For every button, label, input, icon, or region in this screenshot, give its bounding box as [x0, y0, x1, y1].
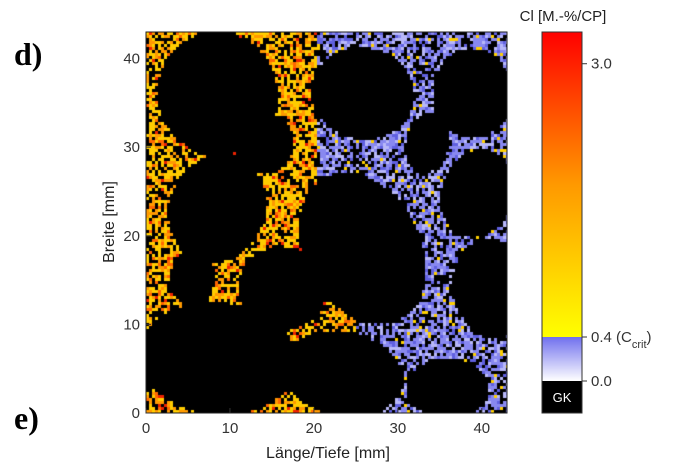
x-tick-label: 30	[390, 420, 407, 437]
y-tick-label: 0	[132, 405, 140, 422]
x-axis: 0 10 20 30 40	[142, 408, 490, 437]
colorbar-tick-label: 0.0	[591, 373, 612, 390]
x-tick-label: 40	[473, 420, 490, 437]
colorbar-tick-label: 3.0	[591, 56, 612, 73]
x-tick-label: 0	[142, 420, 150, 437]
heatmap-raster	[146, 32, 507, 413]
x-axis-label: Länge/Tiefe [mm]	[266, 445, 390, 462]
colorbar-aggregate-segment	[542, 381, 582, 413]
colorbar-tick-label: 0.4 (Ccrit)	[591, 329, 652, 351]
y-tick-label: 30	[123, 139, 140, 156]
y-axis-label: Breite [mm]	[101, 181, 118, 263]
colorbar-ticks: 3.0 0.4 (Ccrit) 0.0	[582, 56, 652, 390]
x-tick-label: 20	[306, 420, 323, 437]
colorbar-tick-suffix: )	[647, 329, 652, 346]
y-tick-label: 20	[123, 228, 140, 245]
colorbar-blue-segment	[542, 337, 582, 381]
panel-label-e: e)	[14, 400, 39, 436]
heatmap-image	[146, 32, 507, 413]
x-tick-label: 10	[222, 420, 239, 437]
y-axis: 0 10 20 30 40	[123, 51, 151, 422]
colorbar-frame	[541, 31, 583, 414]
colorbar-tick-subscript: crit	[632, 339, 647, 351]
y-tick-label: 40	[123, 51, 140, 68]
plot-frame	[145, 31, 508, 414]
panel-label-d: d)	[14, 36, 43, 72]
colorbar-bottom-label: GK	[553, 390, 572, 405]
colorbar: Cl [M.-%/CP] GK 3.0 0.4 (Ccrit) 0.0	[520, 8, 652, 414]
colorbar-title: Cl [M.-%/CP]	[520, 8, 607, 25]
colorbar-warm-segment	[542, 32, 582, 337]
y-tick-label: 10	[123, 316, 140, 333]
heatmap-canvas	[146, 32, 507, 413]
